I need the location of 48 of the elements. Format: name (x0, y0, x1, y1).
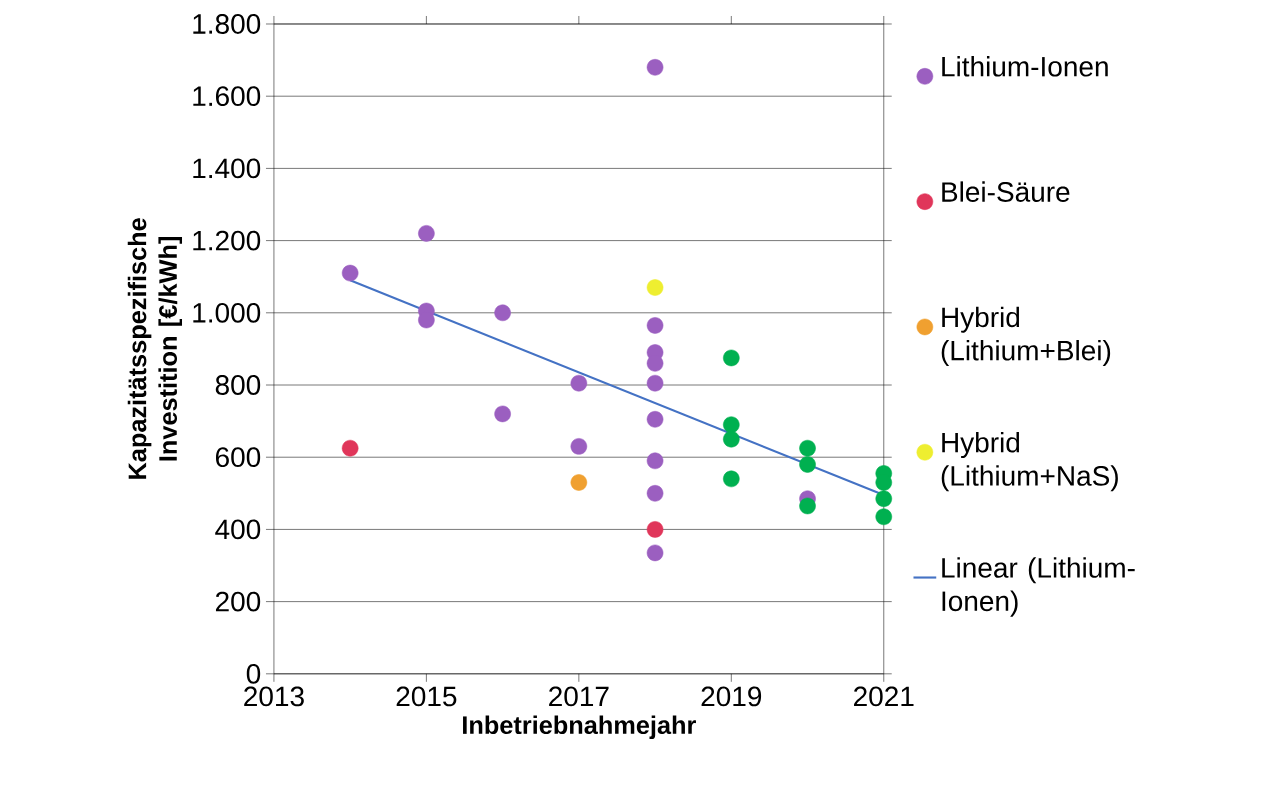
point (799, 497, 816, 515)
x-tick-label: 2015 (396, 686, 457, 707)
y-tick-label: 1.600 (193, 86, 261, 107)
y-tick-label: 1.400 (193, 158, 261, 179)
y-tick-label: 200 (215, 591, 261, 612)
y-tick-label: 0 (246, 664, 261, 684)
x-tick-label: 2013 (244, 686, 304, 707)
legend-label: Blei-Säure (942, 181, 1070, 203)
x-tick-label: 2017 (549, 686, 609, 707)
point (570, 438, 588, 455)
y-tick-label: 1.800 (193, 14, 261, 35)
point (875, 508, 893, 526)
point (723, 431, 740, 448)
point (341, 440, 359, 457)
y-axis-title: Kapazitätsspezifische Investition [€/kWh] (127, 218, 183, 479)
point (799, 440, 816, 457)
point (646, 59, 664, 76)
legend-label: Linear (Lithium-Ionen) (942, 557, 1135, 617)
point (418, 225, 435, 242)
y-tick-label: 800 (215, 375, 261, 396)
x-tick-label: 2021 (854, 686, 914, 707)
legend-label: Hybrid (Lithium+Blei) (941, 306, 1111, 367)
x-tick-label: 2019 (701, 686, 762, 707)
legend-label: Hybrid (Lithium+NaS) (941, 432, 1118, 492)
point (341, 264, 359, 282)
point (570, 375, 588, 392)
point (723, 416, 740, 434)
point (646, 521, 664, 538)
x-axis-title: Inbetriebnahmejahr (463, 715, 696, 740)
point (646, 452, 664, 470)
point (723, 470, 740, 488)
point (646, 411, 664, 428)
y-tick-label: 1.200 (193, 230, 261, 251)
point (875, 490, 893, 508)
point (646, 317, 664, 334)
point (723, 349, 740, 367)
point (646, 485, 664, 502)
legend-label: Lithium-Ionen (942, 56, 1108, 77)
point (646, 375, 664, 392)
y-tick-label: 400 (215, 519, 261, 540)
point (646, 279, 664, 296)
point (570, 474, 588, 491)
point (799, 456, 816, 473)
point (494, 304, 511, 322)
y-tick-label: 600 (215, 447, 261, 468)
y-tick-label: 1.000 (193, 303, 261, 323)
point (494, 405, 511, 423)
point (646, 544, 664, 562)
